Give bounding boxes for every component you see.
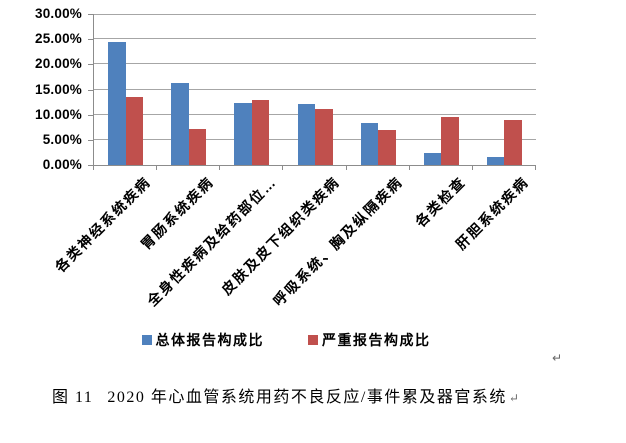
y-axis-tick-label: 25.00% <box>35 31 82 47</box>
x-axis-tick <box>471 166 473 170</box>
gridline <box>94 14 536 15</box>
y-axis-tick <box>88 114 93 116</box>
bar-overall <box>297 104 315 165</box>
x-axis-tick <box>93 166 94 170</box>
y-axis-tick <box>88 89 93 91</box>
y-axis-tick-label: 30.00% <box>35 6 82 21</box>
y-axis-tick-label: 10.00% <box>35 106 82 122</box>
legend-item-serious-reports: 严重报告构成比 <box>308 330 431 350</box>
plot-area <box>93 14 536 166</box>
y-axis-tick-label: 0.00% <box>42 157 82 172</box>
y-axis-tick <box>88 139 93 141</box>
bar-overall <box>171 82 189 165</box>
bar-serious <box>441 117 459 165</box>
figure-caption-text: 2020 年心血管系统用药不良反应/事件累及器官系统 <box>107 389 507 406</box>
x-axis-category-label: 各类神经系统疾病 <box>51 173 154 276</box>
bar-chart-object[interactable]: 总体报告构成比 严重报告构成比 0.00% 5.00% 10.00% 15.00% 20.… <box>0 0 626 375</box>
legend-label: 总体报告构成比 <box>155 332 264 348</box>
y-axis-tick <box>88 39 93 41</box>
bar-serious <box>315 109 333 165</box>
x-axis-tick <box>282 166 284 170</box>
legend-label: 严重报告构成比 <box>322 332 431 348</box>
y-axis-tick-label: 20.00% <box>35 56 82 72</box>
y-axis-tick <box>88 14 93 15</box>
bar-serious <box>378 129 396 165</box>
bar-serious <box>504 120 522 165</box>
paragraph-mark: ↵ <box>552 351 563 365</box>
bar-serious <box>125 96 144 165</box>
x-axis-category-label: 皮肤及皮下组织类疾病 <box>218 173 343 298</box>
x-axis-tick <box>535 166 536 170</box>
x-axis-tick <box>219 166 221 170</box>
bar-overall <box>360 123 379 165</box>
bar-overall <box>423 152 442 165</box>
figure-caption: 图 11 2020 年心血管系统用药不良反应/事件累及器官系统 ↵ <box>52 383 612 407</box>
figure-number: 图 11 <box>52 389 94 406</box>
gridline <box>94 38 536 39</box>
x-axis-tick <box>345 166 347 170</box>
x-axis-category-label: 呼吸系统、胸及纵隔疾病 <box>270 173 406 310</box>
legend-swatch-icon <box>141 335 152 345</box>
y-axis-tick <box>88 165 93 166</box>
gridline <box>94 63 536 64</box>
x-axis-tick <box>408 166 410 170</box>
gridline <box>94 89 536 90</box>
y-axis-tick <box>88 64 93 66</box>
bar-serious <box>251 99 270 165</box>
y-axis-tick-label: 15.00% <box>35 81 82 97</box>
paragraph-mark: ↵ <box>508 391 521 405</box>
chart-legend: 总体报告构成比 严重报告构成比 <box>65 330 507 350</box>
y-axis-tick-label: 5.00% <box>42 131 82 147</box>
x-axis-category-label: 各类检查 <box>412 173 470 230</box>
bar-serious <box>188 129 207 165</box>
bar-overall <box>486 156 505 165</box>
x-axis-tick <box>156 166 158 170</box>
bar-overall <box>234 103 252 165</box>
legend-swatch-icon <box>308 335 318 345</box>
legend-item-overall-reports: 总体报告构成比 <box>141 330 265 350</box>
bar-overall <box>108 42 126 165</box>
